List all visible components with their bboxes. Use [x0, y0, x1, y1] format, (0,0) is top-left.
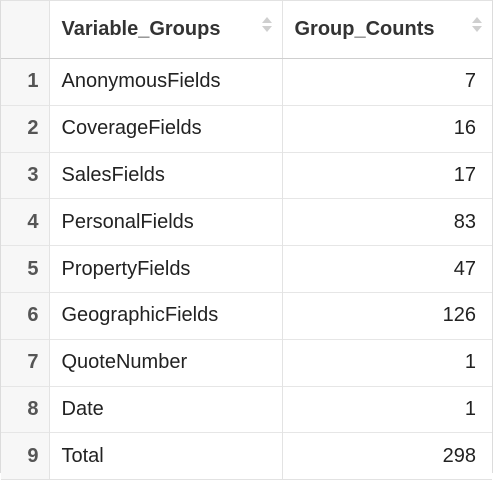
row-index-header: [1, 1, 50, 59]
group-count-cell: 16: [282, 104, 492, 153]
row-index: 1: [1, 58, 50, 106]
table-row: 4 PersonalFields 83: [1, 198, 492, 246]
variable-group-cell: Date: [49, 385, 283, 433]
row-index: 4: [1, 198, 50, 246]
sort-icon[interactable]: [472, 17, 482, 33]
variable-group-cell: PersonalFields: [49, 198, 283, 246]
sort-icon[interactable]: [261, 17, 272, 33]
group-count-cell: 1: [282, 338, 492, 387]
sort-descending-icon: [261, 26, 272, 32]
sort-ascending-icon: [261, 17, 272, 23]
row-index: 2: [1, 104, 50, 153]
row-index: 3: [1, 151, 50, 199]
group-count-cell: 1: [282, 385, 492, 433]
variable-group-cell: AnonymousFields: [49, 58, 283, 106]
variable-group-cell: PropertyFields: [49, 245, 283, 293]
group-count-cell: 7: [464, 70, 476, 93]
group-count-cell: 17: [282, 151, 492, 199]
column-header-variable-groups[interactable]: Variable_Groups: [49, 1, 283, 59]
variable-group-cell: Total: [49, 432, 283, 480]
table-row: 6 GeographicFields 126: [1, 291, 492, 340]
table-row: 7 QuoteNumber 1: [1, 338, 492, 387]
row-index: 7: [1, 338, 50, 387]
group-count-cell: 83: [282, 198, 492, 246]
column-header-group-counts[interactable]: Group_Counts: [282, 1, 492, 59]
variable-group-cell: GeographicFields: [49, 291, 283, 340]
variable-group-cell: SalesFields: [49, 151, 283, 199]
row-index: 9: [1, 432, 50, 480]
group-count-cell: 47: [282, 245, 492, 293]
variable-group-cell: QuoteNumber: [49, 338, 283, 387]
row-index: 5: [1, 245, 50, 293]
table-row: 8 Date 1: [1, 385, 492, 433]
table-row: 1 AnonymousFields 7: [1, 58, 492, 106]
row-index: 6: [1, 291, 50, 340]
variable-group-cell: CoverageFields: [49, 104, 283, 153]
table-row: 3 SalesFields 17: [1, 151, 492, 199]
column-header-label: Group_Counts: [294, 18, 435, 40]
column-header-label: Variable_Groups: [61, 18, 221, 40]
sort-ascending-icon: [472, 17, 482, 23]
table-header: Variable_Groups Group_Counts: [1, 1, 492, 59]
table-body: 1 AnonymousFields 7 2 CoverageFields 16 …: [1, 58, 492, 480]
row-index: 8: [1, 385, 50, 433]
table-row: 2 CoverageFields 16: [1, 104, 492, 153]
table-row: 5 PropertyFields 47: [1, 245, 492, 293]
header-row: Variable_Groups Group_Counts: [1, 1, 492, 59]
sort-descending-icon: [472, 26, 482, 32]
group-count-cell: 126: [282, 291, 492, 340]
